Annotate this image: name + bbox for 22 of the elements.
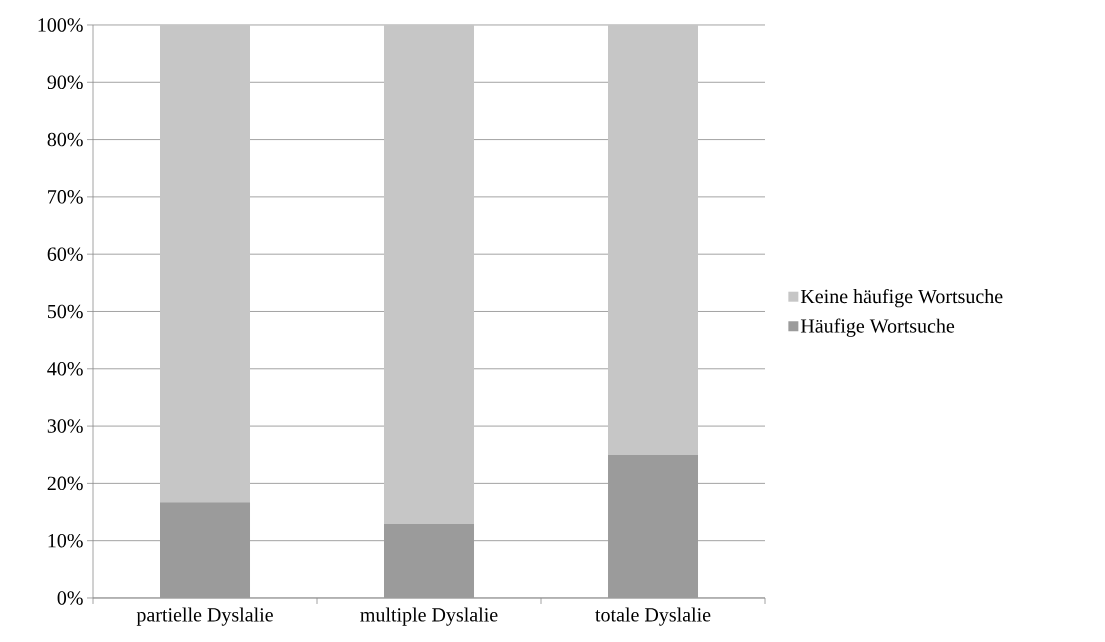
legend-label: Keine häufige Wortsuche (800, 288, 1003, 308)
x-tick-label: multiple Dyslalie (360, 607, 498, 626)
y-tick-label: 20% (47, 476, 83, 491)
bar (608, 454, 699, 598)
y-tick-label: 0% (57, 591, 83, 605)
y-tick-label: 10% (48, 533, 83, 548)
bar (608, 24, 699, 455)
bar (160, 502, 251, 598)
y-tick-label: 50% (47, 304, 83, 319)
legend-label: Häufige Wortsuche (800, 318, 955, 337)
y-tick-label: 100% (38, 18, 83, 32)
y-tick-label: 40% (47, 362, 83, 376)
y-tick-label: 90% (47, 75, 83, 90)
y-tick-label: 70% (48, 190, 83, 204)
x-tick-label: partielle Dyslalie (136, 607, 273, 626)
bar (160, 24, 251, 503)
y-tick-label: 80% (47, 132, 83, 147)
x-tick-label: totale Dyslalie (595, 607, 711, 626)
y-tick-label: 60% (47, 247, 83, 261)
bar (384, 524, 475, 598)
y-tick-label: 30% (47, 419, 83, 433)
bar (384, 24, 475, 525)
